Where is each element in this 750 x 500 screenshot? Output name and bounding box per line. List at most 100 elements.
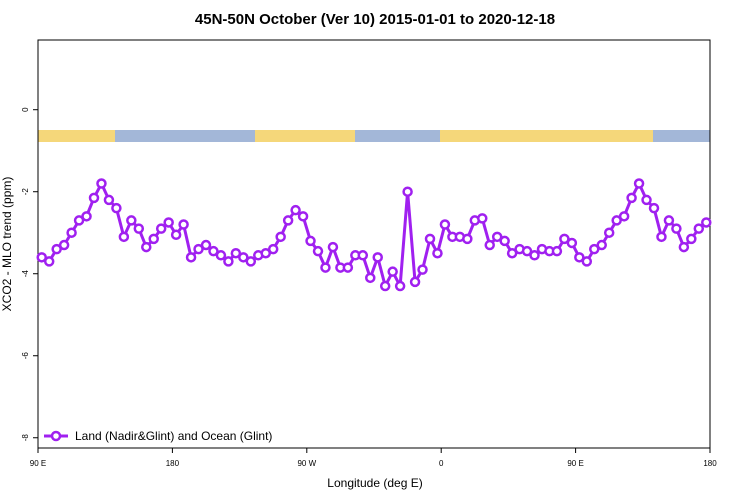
data-point: [409, 276, 421, 288]
data-point: [81, 211, 92, 222]
data-point: [111, 202, 122, 214]
data-point: [566, 237, 578, 249]
data-point: [96, 178, 107, 189]
data-point: [484, 239, 495, 251]
data-point: [559, 233, 570, 245]
x-tick-label: 180: [703, 459, 717, 468]
y-tick-label: -6: [21, 352, 30, 360]
data-point: [327, 241, 339, 253]
land-strip: [38, 130, 115, 142]
data-point: [290, 204, 301, 216]
data-point: [267, 243, 279, 255]
map-strip: [38, 130, 710, 142]
data-point: [491, 231, 503, 243]
x-tick-label: 90 W: [297, 459, 316, 468]
data-point: [155, 223, 167, 234]
data-point: [417, 264, 428, 275]
data-point: [223, 256, 234, 267]
data-point: [163, 217, 174, 228]
data-point: [394, 280, 406, 292]
legend: Land (Nadir&Glint) and Ocean (Glint): [44, 429, 272, 443]
data-point: [603, 227, 615, 238]
data-point: [282, 215, 294, 226]
legend-label: Land (Nadir&Glint) and Ocean (Glint): [75, 429, 272, 443]
data-point: [581, 256, 593, 267]
data-point: [439, 219, 451, 230]
chart-title: 45N-50N October (Ver 10) 2015-01-01 to 2…: [195, 11, 555, 28]
data-point: [193, 243, 204, 255]
data-point: [141, 241, 152, 253]
data-point: [297, 211, 309, 222]
y-tick-label: -8: [21, 434, 30, 442]
data-point: [51, 243, 62, 255]
data-point: [402, 186, 413, 197]
data-point: [648, 202, 660, 214]
plot-frame: [37, 39, 711, 449]
data-point: [118, 231, 130, 243]
data-point: [529, 250, 540, 261]
x-tick-label: 90 E: [567, 459, 583, 468]
data-point: [133, 223, 145, 234]
data-point: [574, 252, 585, 263]
data-point: [589, 243, 600, 255]
x-tick-label: 0: [439, 459, 444, 468]
x-axis-label: Longitude (deg E): [327, 476, 422, 490]
data-point: [43, 256, 55, 267]
data-point: [58, 239, 70, 251]
data-point: [379, 280, 391, 292]
data-point: [238, 252, 249, 263]
land-strip: [255, 130, 355, 142]
data-point: [521, 245, 533, 257]
data-point: [365, 272, 376, 284]
data-point: [215, 250, 227, 261]
data-point: [230, 247, 242, 259]
data-point: [462, 233, 473, 245]
data-point: [477, 213, 488, 224]
x-tick-label: 90 E: [30, 459, 46, 468]
data-point: [596, 239, 607, 251]
data-point: [701, 217, 712, 228]
data-point: [88, 192, 100, 204]
data-point: [693, 223, 705, 234]
y-axis-label: XCO2 - MLO trend (ppm): [0, 177, 14, 312]
data-point: [618, 211, 630, 222]
data-point: [342, 262, 354, 273]
x-tick-label: 180: [166, 459, 180, 468]
data-point: [245, 256, 257, 267]
data-point: [275, 231, 286, 243]
data-point: [626, 192, 637, 204]
data-point: [103, 194, 115, 206]
data-point: [148, 233, 159, 245]
data-point: [506, 247, 518, 259]
data-point: [686, 233, 697, 245]
data-point: [611, 215, 622, 226]
data-point: [663, 215, 675, 226]
data-point: [357, 250, 369, 261]
data-point: [66, 227, 77, 238]
data-point: [305, 235, 316, 247]
data-point: [260, 247, 271, 259]
land-strip: [440, 130, 653, 142]
y-tick-label: -2: [21, 188, 30, 196]
data-point: [499, 235, 510, 247]
data-point: [36, 252, 47, 263]
data-point: [641, 194, 652, 206]
data-point: [372, 252, 383, 263]
data-point: [671, 223, 682, 234]
data-point: [432, 247, 443, 259]
data-point: [185, 252, 197, 263]
y-tick-label: 0: [21, 107, 30, 112]
data-point: [312, 245, 324, 257]
data-point: [320, 262, 331, 273]
data-point: [656, 231, 667, 243]
data-point: [424, 233, 436, 245]
data-point: [170, 229, 182, 241]
data-point: [387, 266, 398, 277]
data-point: [178, 219, 189, 230]
y-tick-label: -4: [21, 270, 30, 278]
data-point: [126, 215, 137, 226]
data-point: [208, 245, 219, 257]
data-point: [73, 215, 85, 226]
data-point: [678, 241, 690, 253]
